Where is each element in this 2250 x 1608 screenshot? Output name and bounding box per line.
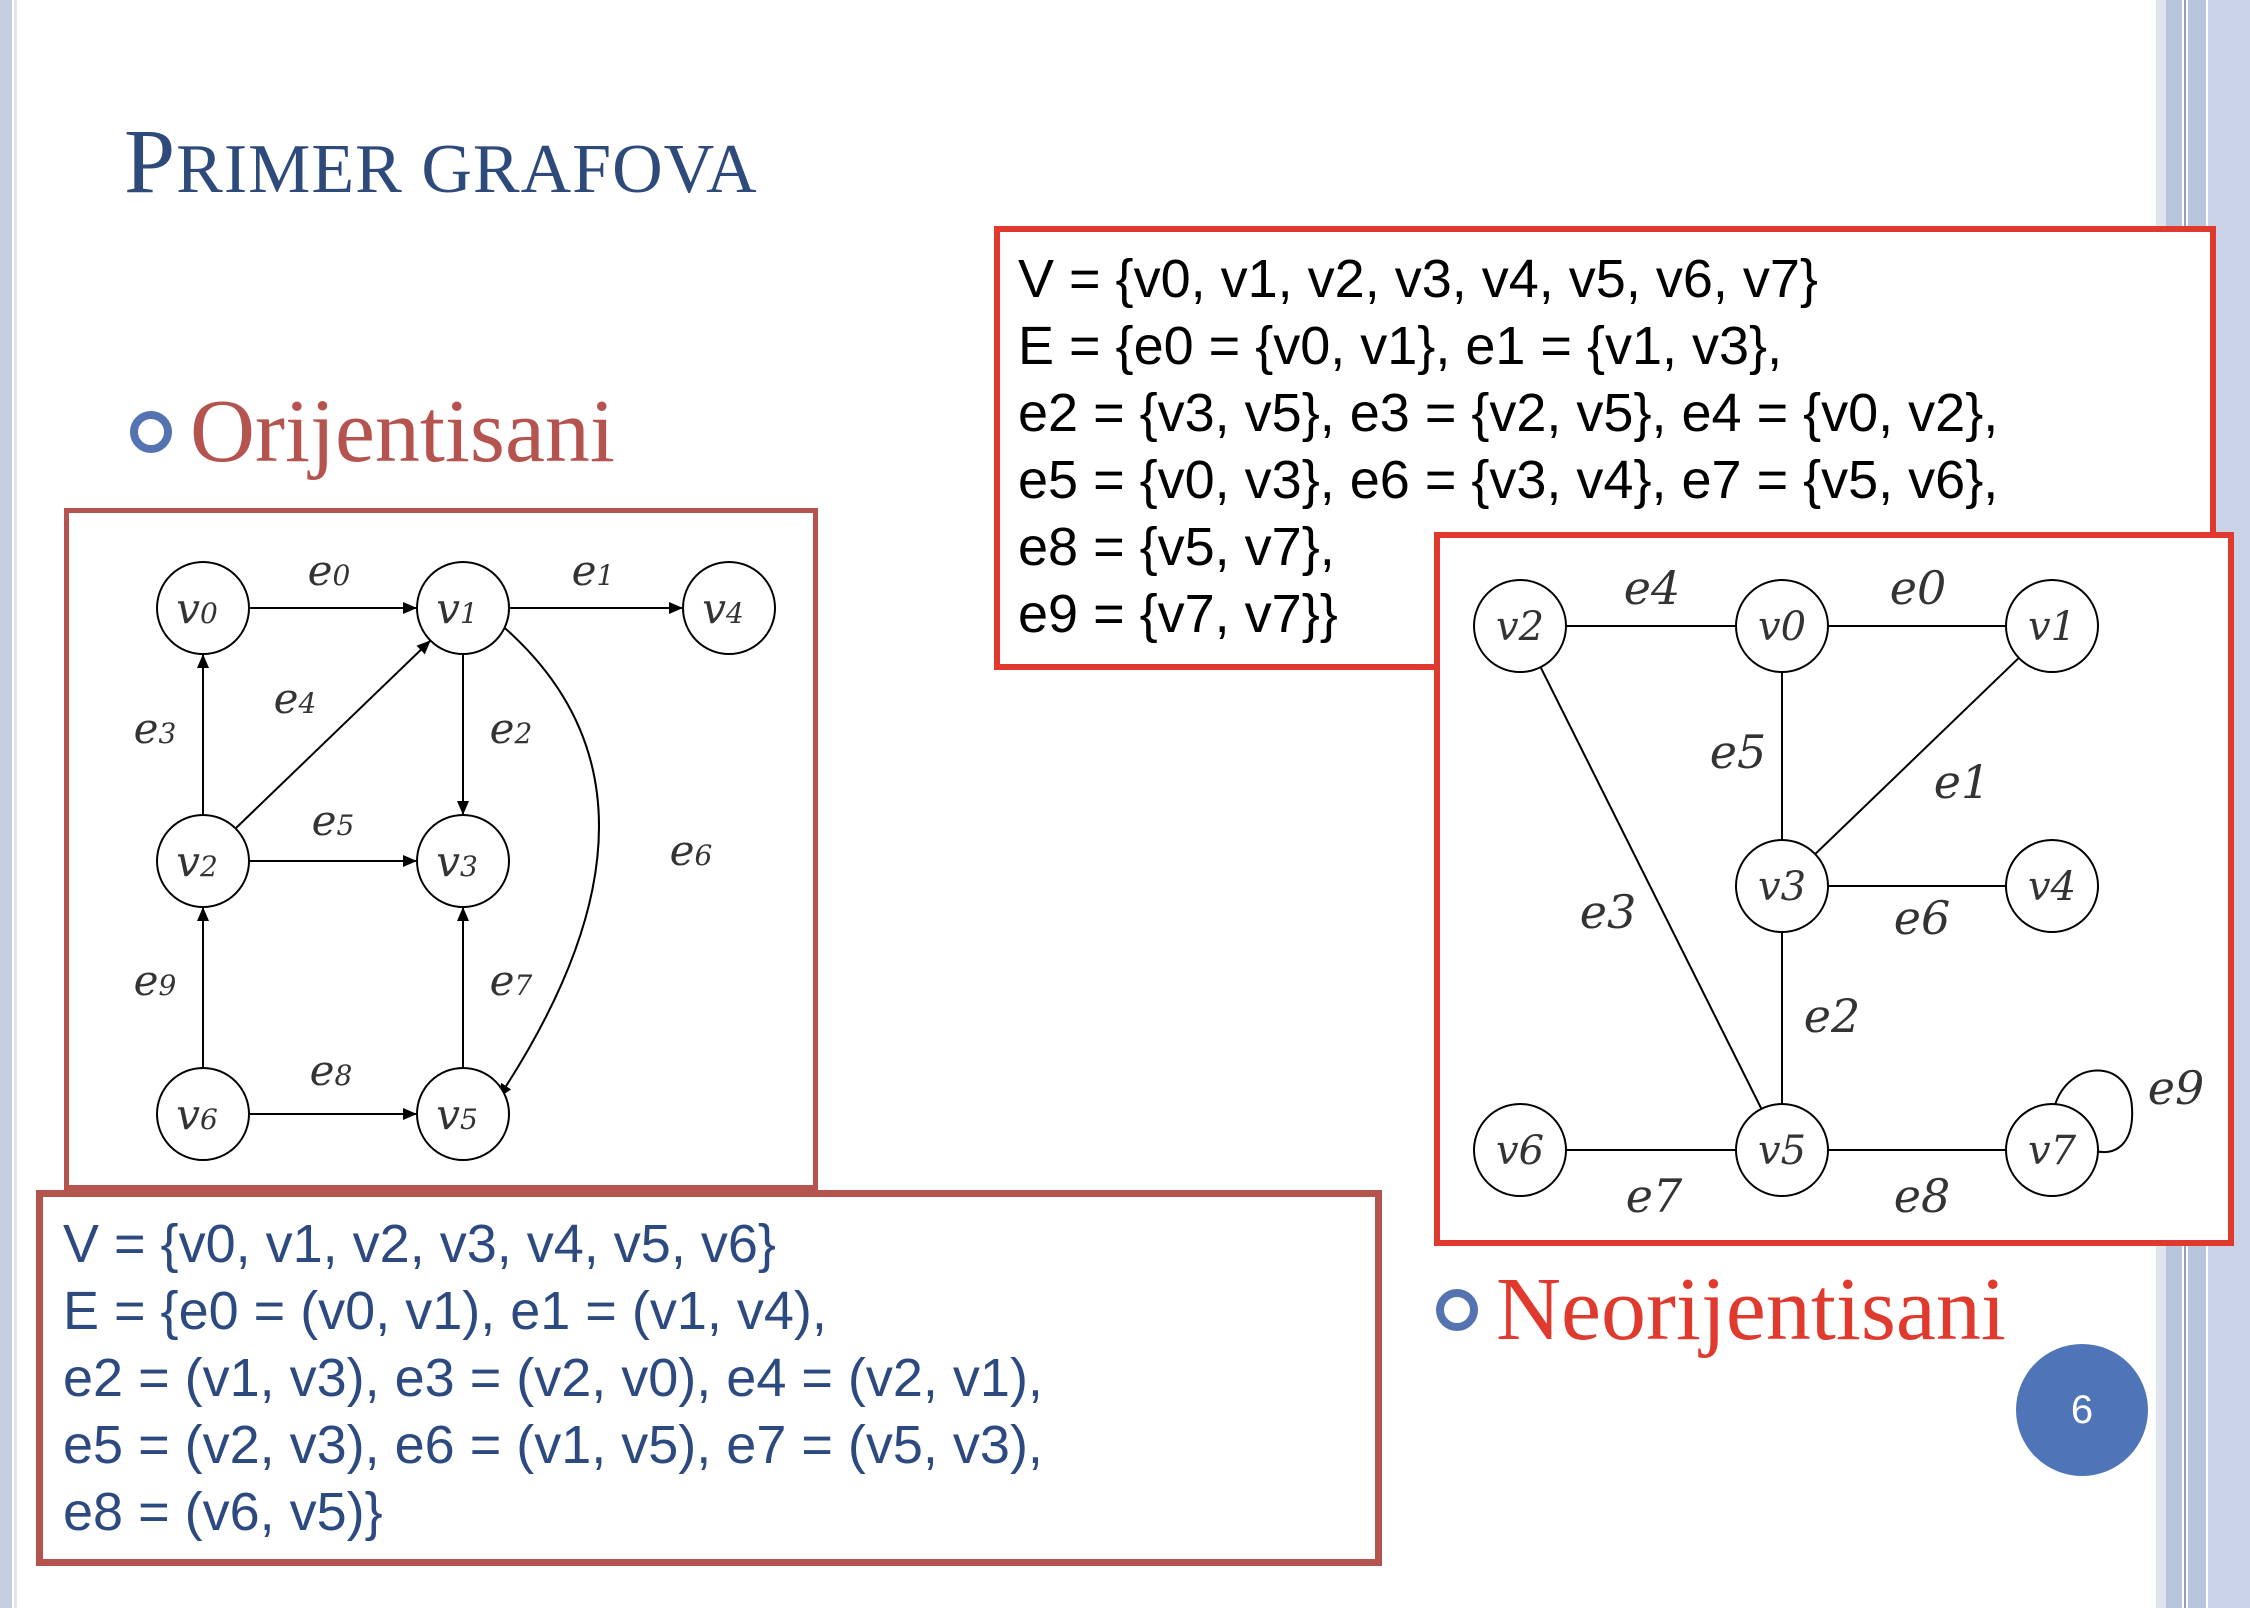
slide-title: PRIMER GRAFOVA: [124, 108, 758, 214]
directed-edge-label-e4: e4: [274, 674, 317, 723]
directed-node-label-v0: v0: [176, 584, 218, 633]
undirected-vertex-set: V = {v0, v1, v2, v3, v4, v5, v6, v7}: [1018, 249, 1818, 309]
undirected-node-v5: [1735, 1103, 1829, 1197]
undirected-edge-label-e6: e6: [1894, 891, 1951, 945]
undirected-edge-set-line: E = {e0 = {v0, v1}, e1 = {v1, v3},: [1018, 316, 1783, 376]
undirected-heading: Neorijentisani: [1496, 1260, 2006, 1359]
undirected-edge-e1: [1781, 625, 2053, 887]
directed-node-v6: [156, 1067, 250, 1161]
slide-title-rest: RIMER GRAFOVA: [176, 131, 758, 208]
undirected-node-v1: [2005, 579, 2099, 673]
directed-edge-label-e3: e3: [134, 704, 177, 753]
undirected-edge-set-line: e8 = {v5, v7},: [1018, 517, 1335, 577]
directed-edge-label-e9: e9: [134, 956, 177, 1005]
undirected-graph: v2 v0 v1 v3 v4 v6 v5 v7 e4 e0 e5 e1 e6 e…: [1473, 561, 2205, 1223]
bullet-directed: Orijentisani: [130, 380, 615, 483]
undirected-edge-set-line: e9 = {v7, v7}}: [1018, 584, 1338, 644]
undirected-edge-label-e4: e4: [1624, 561, 1681, 615]
directed-edge-set-line: E = {e0 = (v0, v1), e1 = (v1, v4),: [63, 1281, 827, 1341]
directed-graph: v0 v1 v4 v2 v3 v6 v5 e0 e1 e2 e3 e4 e5 e…: [134, 546, 776, 1161]
undirected-node-v3: [1735, 839, 1829, 933]
undirected-edge-label-e0: e0: [1890, 561, 1947, 615]
directed-node-label-v6: v6: [176, 1090, 218, 1139]
directed-graph-box: v0 v1 v4 v2 v3 v6 v5 e0 e1 e2 e3 e4 e5 e…: [64, 508, 818, 1190]
undirected-node-v6: [1473, 1103, 1567, 1197]
bullet-icon: [130, 410, 172, 453]
directed-node-label-v1: v1: [436, 584, 478, 633]
directed-sets-box: V = {v0, v1, v2, v3, v4, v5, v6} E = {e0…: [36, 1190, 1382, 1566]
directed-edge-set-line: e8 = (v6, v5)}: [63, 1482, 383, 1542]
undirected-node-label-v7: v7: [2028, 1128, 2077, 1174]
undirected-node-label-v4: v4: [2028, 864, 2076, 910]
directed-edge-set-line: e2 = (v1, v3), e3 = (v2, v0), e4 = (v2, …: [63, 1348, 1043, 1408]
directed-node-v4: [682, 561, 776, 655]
directed-edge-label-e2: e2: [490, 704, 533, 753]
directed-heading: Orijentisani: [190, 382, 615, 481]
undirected-node-label-v1: v1: [2028, 604, 2076, 650]
undirected-node-label-v6: v6: [1496, 1128, 1544, 1174]
slide-title-initial: P: [124, 110, 177, 212]
directed-node-v3: [416, 814, 510, 908]
directed-edge-label-e8: e8: [310, 1046, 353, 1095]
directed-edge-label-e6: e6: [670, 826, 713, 875]
undirected-node-label-v0: v0: [1758, 604, 1806, 650]
left-decor-stripe-thin: [14, 0, 17, 1608]
directed-node-label-v5: v5: [436, 1090, 478, 1139]
directed-node-v2: [156, 814, 250, 908]
undirected-edge-e9: [2053, 1069, 2134, 1154]
directed-edge-e6: [498, 622, 600, 1098]
undirected-edge-label-e5: e5: [1710, 725, 1767, 779]
page-number-badge: 6: [2016, 1344, 2148, 1476]
undirected-node-label-v5: v5: [1758, 1128, 1806, 1174]
directed-node-label-v4: v4: [702, 584, 744, 633]
directed-edge-label-e0: e0: [308, 546, 351, 595]
directed-edge-label-e5: e5: [312, 796, 355, 845]
directed-node-v0: [156, 561, 250, 655]
undirected-edge-label-e2: e2: [1804, 989, 1861, 1043]
directed-edge-e4: [235, 640, 431, 829]
undirected-edge-label-e9: e9: [2148, 1061, 2205, 1115]
left-decor-stripe: [0, 0, 12, 1608]
undirected-node-label-v3: v3: [1758, 864, 1806, 910]
directed-node-v1: [416, 561, 510, 655]
undirected-node-v2: [1473, 579, 1567, 673]
undirected-node-v7: [2005, 1103, 2099, 1197]
undirected-edge-label-e1: e1: [1934, 755, 1991, 809]
directed-node-v5: [416, 1067, 510, 1161]
directed-edge-label-e1: e1: [572, 546, 615, 595]
undirected-node-v4: [2005, 839, 2099, 933]
directed-vertex-set: V = {v0, v1, v2, v3, v4, v5, v6}: [63, 1214, 776, 1274]
undirected-edge-label-e8: e8: [1894, 1169, 1951, 1223]
undirected-edge-e3: [1519, 625, 1783, 1151]
undirected-graph-box: v2 v0 v1 v3 v4 v6 v5 v7 e4 e0 e5 e1 e6 e…: [1434, 532, 2234, 1246]
directed-node-label-v3: v3: [436, 837, 478, 886]
undirected-edge-label-e3: e3: [1580, 885, 1637, 939]
bullet-icon: [1436, 1288, 1478, 1331]
undirected-edge-set-line: e2 = {v3, v5}, e3 = {v2, v5}, e4 = {v0, …: [1018, 383, 1999, 443]
directed-edge-set-line: e5 = (v2, v3), e6 = (v1, v5), e7 = (v5, …: [63, 1415, 1043, 1475]
undirected-node-v0: [1735, 579, 1829, 673]
undirected-edge-label-e7: e7: [1626, 1169, 1683, 1223]
bullet-undirected: Neorijentisani: [1436, 1258, 2006, 1361]
undirected-node-label-v2: v2: [1496, 604, 1544, 650]
directed-node-label-v2: v2: [176, 837, 218, 886]
undirected-edge-set-line: e5 = {v0, v3}, e6 = {v3, v4}, e7 = {v5, …: [1018, 450, 1999, 510]
directed-edge-label-e7: e7: [490, 956, 533, 1005]
